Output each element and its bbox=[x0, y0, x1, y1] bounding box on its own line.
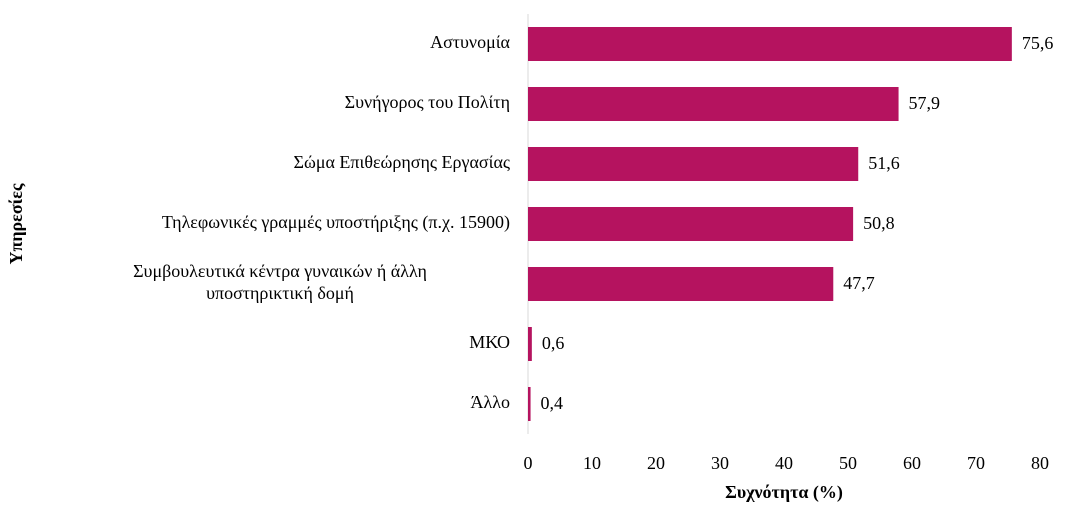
bar bbox=[528, 267, 834, 301]
y-tick-label: Συμβουλευτικά κέντρα γυναικών ή άλλη υποσ… bbox=[133, 261, 427, 303]
bar bbox=[528, 387, 531, 421]
x-tick-label: 0 bbox=[524, 453, 533, 473]
x-tick-label: 70 bbox=[967, 453, 985, 473]
x-tick-label: 50 bbox=[839, 453, 857, 473]
y-tick-label: Τηλεφωνικές γραμμές υποστήριξης (π.χ. 15… bbox=[162, 212, 510, 233]
x-axis-label: Συχνότητα (%) bbox=[725, 482, 843, 503]
data-label: 0,4 bbox=[541, 393, 564, 413]
x-tick-label: 40 bbox=[775, 453, 793, 473]
y-axis-label: Υπηρεσίες bbox=[6, 183, 26, 264]
bar bbox=[528, 27, 1012, 61]
data-label: 0,6 bbox=[542, 333, 565, 353]
y-tick-label: Συνήγορος του Πολίτη bbox=[345, 92, 510, 112]
y-tick-label: Σώμα Επιθεώρησης Εργασίας bbox=[294, 152, 510, 172]
bar bbox=[528, 207, 854, 241]
data-label: 75,6 bbox=[1022, 33, 1054, 53]
x-tick-label: 80 bbox=[1031, 453, 1049, 473]
y-tick-label: ΜΚΟ bbox=[469, 332, 510, 352]
data-label: 51,6 bbox=[868, 153, 900, 173]
x-tick-label: 60 bbox=[903, 453, 921, 473]
data-label: 50,8 bbox=[863, 213, 895, 233]
bar bbox=[528, 327, 532, 361]
x-tick-label: 10 bbox=[583, 453, 601, 473]
y-tick-label: Αστυνομία bbox=[430, 32, 510, 52]
x-tick-label: 30 bbox=[711, 453, 729, 473]
y-tick-label: Άλλο bbox=[471, 392, 510, 412]
x-tick-label: 20 bbox=[647, 453, 665, 473]
data-label: 57,9 bbox=[909, 93, 941, 113]
data-label: 47,7 bbox=[843, 273, 875, 293]
bar bbox=[528, 147, 859, 181]
bar bbox=[528, 87, 899, 121]
